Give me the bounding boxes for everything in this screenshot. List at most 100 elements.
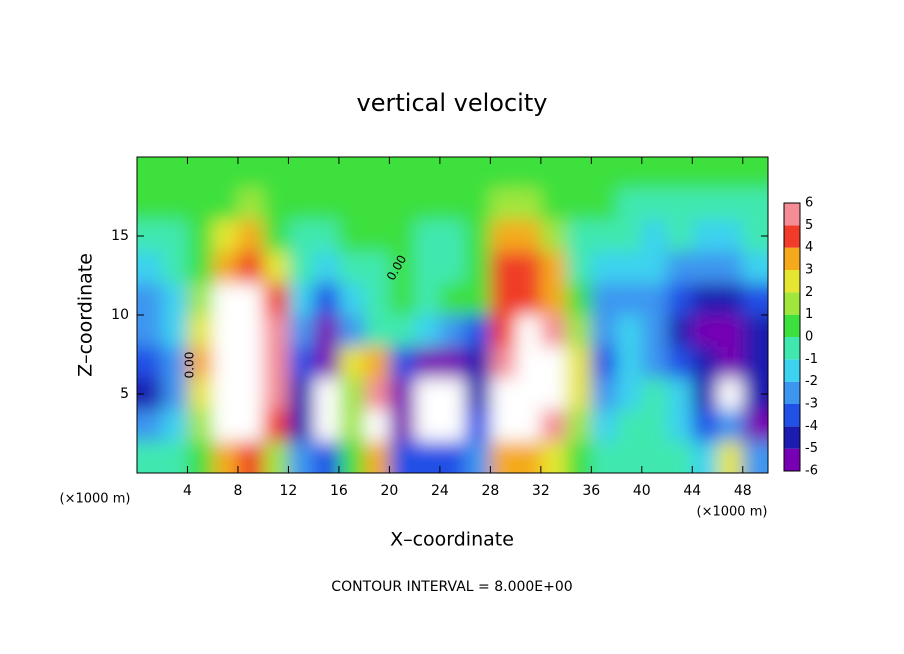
cell (667, 188, 693, 221)
cell (515, 315, 542, 348)
cell (237, 315, 264, 348)
colorbar-label: 5 (805, 218, 813, 233)
cell (237, 188, 264, 221)
cell (667, 220, 693, 253)
cell (414, 378, 441, 411)
cell (591, 220, 618, 253)
cell (540, 157, 567, 190)
cell (288, 346, 315, 379)
cell (212, 409, 239, 442)
contour-label: 0.00 (183, 352, 197, 379)
colorbar-swatch (784, 292, 800, 315)
cell (717, 346, 744, 379)
cell (439, 315, 466, 348)
cell (515, 157, 542, 190)
cell (212, 315, 239, 348)
cell (717, 315, 744, 348)
cell (263, 251, 289, 284)
cell (237, 220, 264, 253)
cell (490, 346, 517, 379)
x-tick-label: 20 (380, 483, 398, 499)
cell (137, 346, 163, 379)
cell (566, 157, 592, 190)
cell (212, 220, 239, 253)
cell (641, 346, 668, 379)
cell (439, 409, 466, 442)
cell (162, 157, 188, 190)
cell (616, 441, 643, 473)
cell (212, 188, 239, 221)
cell (389, 346, 416, 379)
cell (742, 251, 768, 284)
cell (641, 251, 668, 284)
cell (616, 157, 643, 190)
cell (212, 157, 239, 190)
x-tick-label: 48 (734, 483, 752, 499)
cell (667, 346, 693, 379)
colorbar-swatch (784, 314, 800, 337)
cell (616, 251, 643, 284)
y-tick-label: 10 (111, 307, 129, 323)
cell (566, 283, 592, 316)
cell (237, 409, 264, 442)
cell (591, 188, 618, 221)
cell (137, 409, 163, 442)
cell (389, 283, 416, 316)
cell (389, 378, 416, 411)
cell (338, 283, 365, 316)
cell (162, 188, 188, 221)
x-tick-label: 8 (233, 483, 242, 499)
cell (187, 346, 214, 379)
colorbar-label: -1 (805, 352, 818, 367)
cell (540, 283, 567, 316)
cell (641, 283, 668, 316)
cell (566, 346, 592, 379)
colorbar-swatch (784, 247, 800, 270)
x-tick-label: 4 (183, 483, 192, 499)
cell (439, 283, 466, 316)
cell (439, 220, 466, 253)
cell (742, 441, 768, 473)
cell (540, 315, 567, 348)
cell (288, 441, 315, 473)
cell (667, 283, 693, 316)
cell (338, 251, 365, 284)
colorbar-swatch (784, 203, 800, 226)
cell (263, 315, 289, 348)
cell (338, 188, 365, 221)
cell (641, 378, 668, 411)
cell (389, 220, 416, 253)
cell (717, 409, 744, 442)
x-tick-label: 12 (280, 483, 298, 499)
cell (237, 251, 264, 284)
cell (263, 441, 289, 473)
cell (313, 346, 340, 379)
cell (263, 378, 289, 411)
cell (667, 378, 693, 411)
cell (667, 157, 693, 190)
cell (187, 409, 214, 442)
cell (591, 251, 618, 284)
cell (641, 409, 668, 442)
cell (313, 409, 340, 442)
cell (465, 315, 491, 348)
cell (717, 441, 744, 473)
cell (162, 378, 188, 411)
cell (313, 441, 340, 473)
cell (465, 441, 491, 473)
cell (692, 378, 719, 411)
cell (338, 441, 365, 473)
cell (263, 409, 289, 442)
cell (591, 409, 618, 442)
cell (212, 283, 239, 316)
cell (187, 315, 214, 348)
cell (515, 441, 542, 473)
cell (717, 251, 744, 284)
cell (162, 220, 188, 253)
cell (439, 188, 466, 221)
cell (641, 157, 668, 190)
cell (263, 220, 289, 253)
colorbar-swatch (784, 426, 800, 449)
colorbar-label: 6 (805, 196, 813, 211)
